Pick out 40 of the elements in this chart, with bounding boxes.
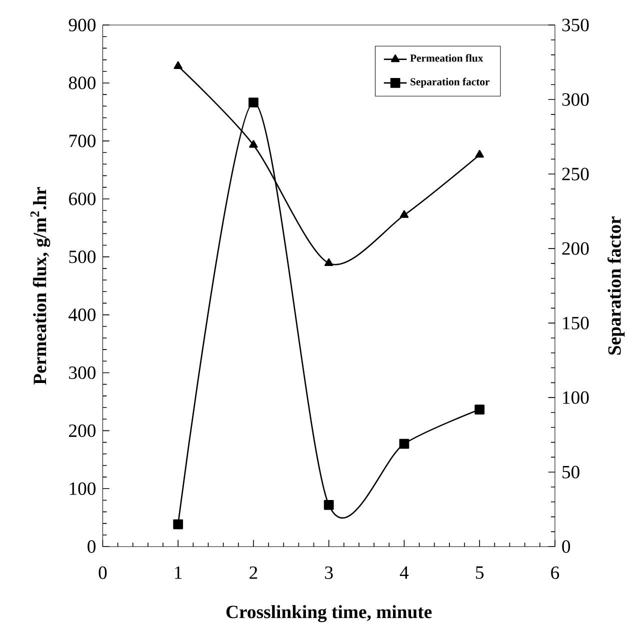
y2-tick-label: 150 — [563, 316, 589, 330]
x-tick-label: 1 — [175, 566, 182, 579]
y2-tick-label: 250 — [562, 168, 589, 180]
x-axis-title: Crosslinking time, minute — [226, 604, 432, 622]
y2-tick-label: 0 — [562, 540, 570, 553]
y-tick-label: 400 — [68, 308, 96, 321]
y-tick-label: 500 — [69, 250, 96, 263]
y-axis-title: Permeation flux, g/m$^{2}$.hr — [30, 187, 50, 384]
y-tick-label: 700 — [69, 134, 96, 148]
point — [174, 61, 182, 69]
y-tick-label: 900 — [68, 18, 96, 32]
y-tick-label: 0 — [88, 540, 96, 553]
y-tick-label: 800 — [68, 76, 96, 90]
point — [324, 258, 334, 266]
y-tick-label: 100 — [70, 482, 96, 495]
legend-label: Permeation flux — [410, 54, 484, 62]
point — [400, 210, 409, 218]
y-tick-label: 600 — [69, 192, 96, 206]
y-tick-label: 200 — [69, 424, 96, 437]
point — [249, 140, 258, 148]
point — [248, 97, 258, 108]
y2-tick-label: 350 — [562, 18, 589, 32]
point — [474, 404, 485, 414]
x-tick-label: 6 — [551, 566, 560, 579]
y2-axis-title: Separation factor — [607, 216, 625, 354]
x-tick-label: 2 — [250, 566, 258, 579]
x-tick-label: 5 — [476, 566, 484, 579]
y2-tick-label: 300 — [562, 93, 589, 106]
y-tick-label: 300 — [69, 366, 96, 379]
legend-label: Separation factor — [410, 78, 490, 88]
y2-tick-label: 100 — [563, 391, 589, 404]
point — [475, 150, 484, 158]
point — [173, 519, 184, 530]
x-tick-label: 0 — [98, 566, 107, 579]
point — [399, 438, 410, 449]
y2-tick-label: 50 — [562, 466, 580, 478]
y2-tick-label: 200 — [562, 242, 589, 255]
point — [324, 500, 334, 510]
x-tick-label: 3 — [325, 566, 333, 579]
x-tick-label: 4 — [400, 566, 409, 579]
